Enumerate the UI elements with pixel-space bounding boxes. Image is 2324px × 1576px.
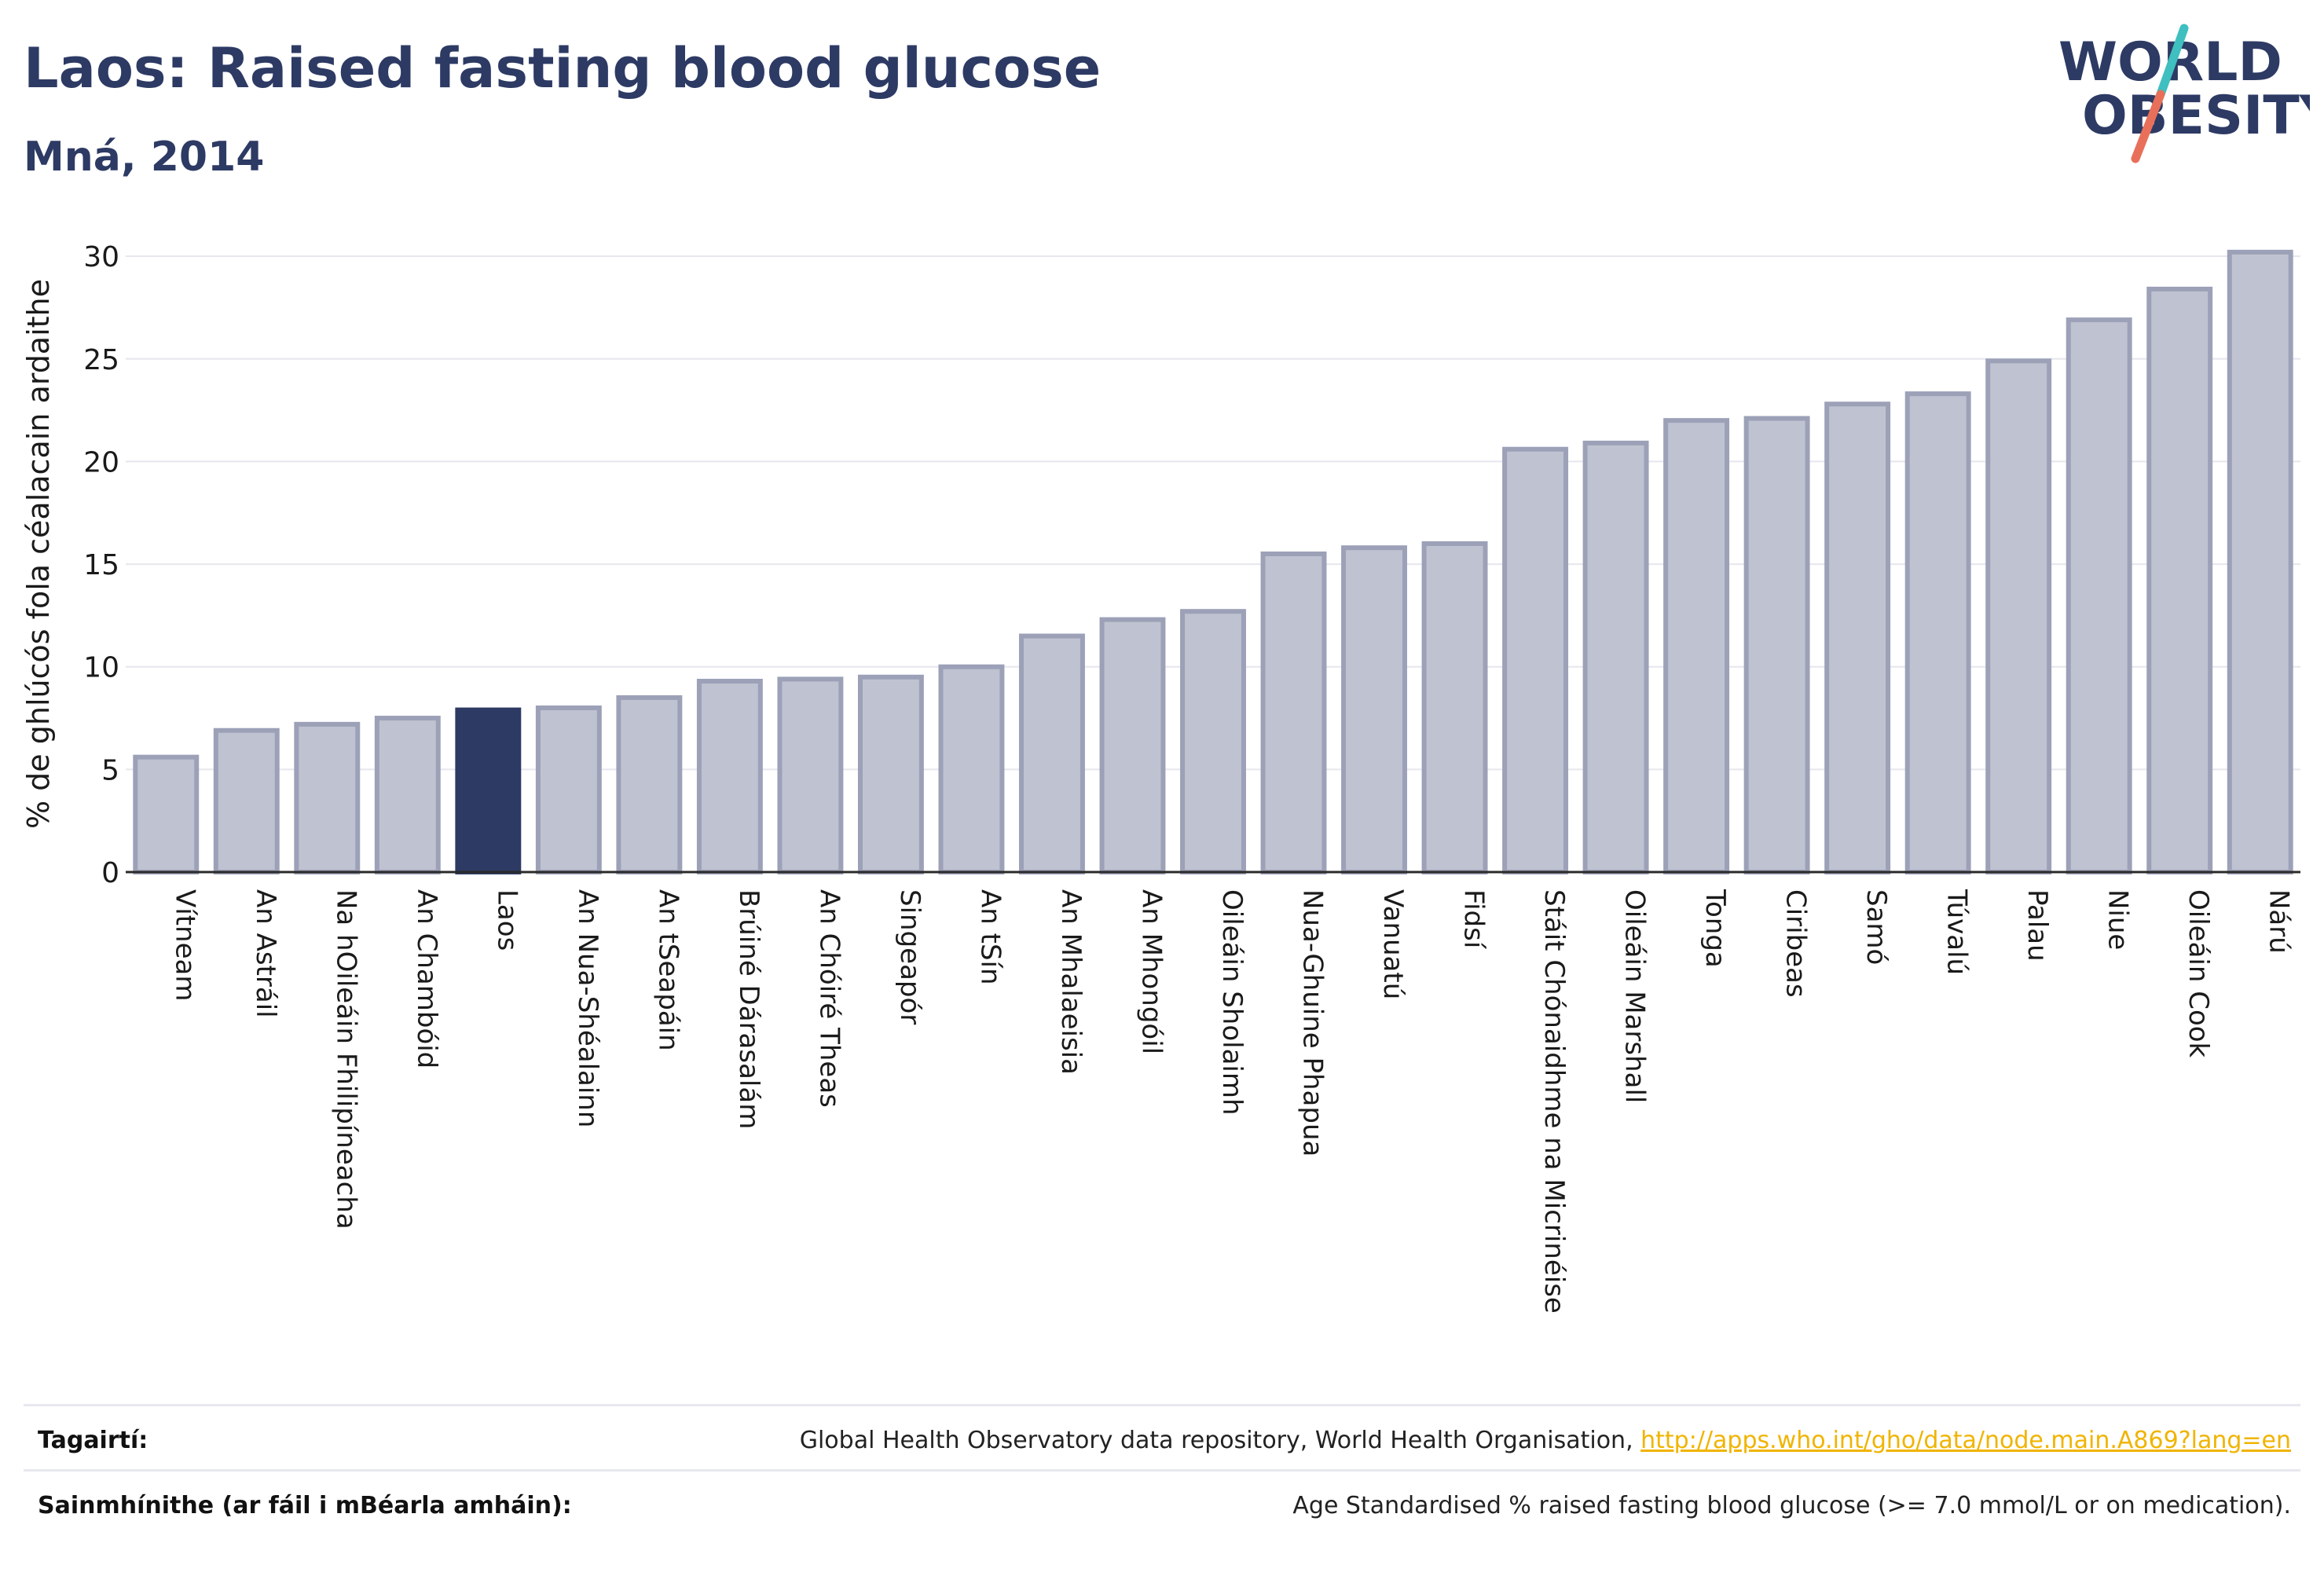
- bar-24[interactable]: [2066, 317, 2132, 874]
- x-tick-label: Oileáin Cook: [2183, 889, 2214, 1058]
- x-tick-label: An Nua-Shéalainn: [572, 889, 603, 1127]
- definitions-value: Age Standardised % raised fasting blood …: [1292, 1492, 2291, 1519]
- x-tick-label: Singeapór: [894, 889, 926, 1024]
- x-tick-label: An tSeapáin: [652, 889, 684, 1051]
- y-tick-label: 5: [101, 754, 119, 786]
- logo-slash-bottom: [2131, 90, 2165, 163]
- bar-17[interactable]: [1502, 446, 1569, 874]
- bar-5[interactable]: [535, 705, 602, 874]
- bar-15[interactable]: [1341, 545, 1407, 875]
- bar-13[interactable]: [1180, 609, 1246, 875]
- bar-3[interactable]: [374, 716, 441, 875]
- bar-1[interactable]: [213, 728, 280, 874]
- x-tick-label: Samó: [1860, 889, 1892, 965]
- x-tick-labels: Vítneam An Astráil Na hOileáin Fhilipíneac…: [169, 889, 2294, 1314]
- x-tick-label: Tonga: [1699, 889, 1731, 968]
- bar-16[interactable]: [1421, 541, 1488, 874]
- x-tick-label: Laos: [491, 889, 522, 951]
- y-tick-label: 30: [83, 241, 119, 273]
- references-value: Global Health Observatory data repositor…: [800, 1427, 2291, 1454]
- y-tick-label: 15: [83, 549, 119, 581]
- bar-8[interactable]: [777, 676, 844, 874]
- x-tick-label: An Chóiré Theas: [813, 889, 845, 1108]
- bar-19[interactable]: [1663, 418, 1730, 874]
- bar-9[interactable]: [857, 674, 924, 874]
- bar-chart: 0 5 10 15 20 25 30 Vítneam An Astráil Na hOileái…: [21, 241, 2300, 1314]
- bar-18[interactable]: [1582, 440, 1649, 874]
- x-tick-label: Vanuatú: [1377, 889, 1409, 999]
- x-tick-label: Túvalú: [1941, 889, 1973, 975]
- y-tick-label: 25: [83, 344, 119, 376]
- references-text: Global Health Observatory data repositor…: [799, 1427, 1641, 1454]
- x-tick-label: Palau: [2022, 889, 2053, 962]
- bar-25[interactable]: [2146, 286, 2213, 874]
- bar-11[interactable]: [1019, 633, 1085, 874]
- bar-6[interactable]: [616, 695, 683, 874]
- x-tick-label: Oileáin Marshall: [1619, 889, 1651, 1103]
- bar-0[interactable]: [133, 754, 200, 875]
- bar-21[interactable]: [1824, 401, 1891, 874]
- bar-22[interactable]: [1904, 391, 1971, 874]
- y-axis-label: % de ghlúcós fola céalacain ardaithe: [21, 279, 56, 829]
- x-tick-label: Nárú: [2264, 889, 2295, 954]
- references-label: Tagairtí:: [38, 1427, 148, 1454]
- x-tick-label: Stáit Chónaidhme na Micrinéise: [1538, 889, 1570, 1314]
- y-tick-label: 10: [83, 652, 119, 684]
- bar-10[interactable]: [938, 664, 1005, 874]
- y-tick-labels: 0 5 10 15 20 25 30: [83, 241, 119, 889]
- x-tick-label: Oileáin Sholaimh: [1216, 889, 1248, 1116]
- x-tick-label: An Mhongóil: [1135, 889, 1167, 1054]
- chart-title: Laos: Raised fasting blood glucose: [24, 36, 1102, 101]
- x-tick-label: An tSín: [974, 889, 1006, 985]
- y-tick-label: 0: [101, 857, 119, 889]
- x-tick-label: Nua-Ghuine Phapua: [1297, 889, 1329, 1156]
- bars: [133, 249, 2293, 875]
- x-tick-label: Ciribeas: [1780, 889, 1812, 998]
- definitions-row: Sainmhínithe (ar fáil i mBéarla amháin):…: [24, 1469, 2300, 1538]
- x-tick-label: An Mhalaeisia: [1055, 889, 1087, 1075]
- bar-12[interactable]: [1099, 617, 1166, 874]
- logo-word-obesity: OBESITY: [2082, 85, 2310, 147]
- bar-14[interactable]: [1260, 552, 1327, 874]
- x-tick-label: An Astráil: [250, 889, 281, 1018]
- x-tick-label: Niue: [2102, 889, 2134, 950]
- bar-20[interactable]: [1743, 416, 1810, 874]
- x-tick-label: Fidsí: [1458, 889, 1490, 950]
- bar-4[interactable]: [455, 707, 522, 874]
- bar-2[interactable]: [294, 721, 361, 874]
- bar-26[interactable]: [2227, 249, 2293, 875]
- x-tick-label: Na hOileáin Fhilipíneacha: [330, 889, 361, 1230]
- x-tick-label: Vítneam: [169, 889, 200, 1001]
- x-tick-label: Brúiné Dárasalám: [733, 889, 764, 1129]
- y-tick-label: 20: [83, 446, 119, 478]
- world-obesity-logo: WORLD OBESITY: [2058, 24, 2310, 163]
- definitions-label: Sainmhínithe (ar fáil i mBéarla amháin):: [38, 1492, 572, 1519]
- references-row: Tagairtí: Global Health Observatory data…: [24, 1404, 2300, 1472]
- x-tick-label: An Chambóid: [411, 889, 442, 1068]
- bar-23[interactable]: [1985, 358, 2052, 874]
- references-link[interactable]: http://apps.who.int/gho/data/node.main.A…: [1640, 1427, 2291, 1454]
- chart-subtitle: Mná, 2014: [24, 134, 265, 181]
- bar-7[interactable]: [696, 679, 763, 874]
- logo-slash-top: [2156, 24, 2189, 99]
